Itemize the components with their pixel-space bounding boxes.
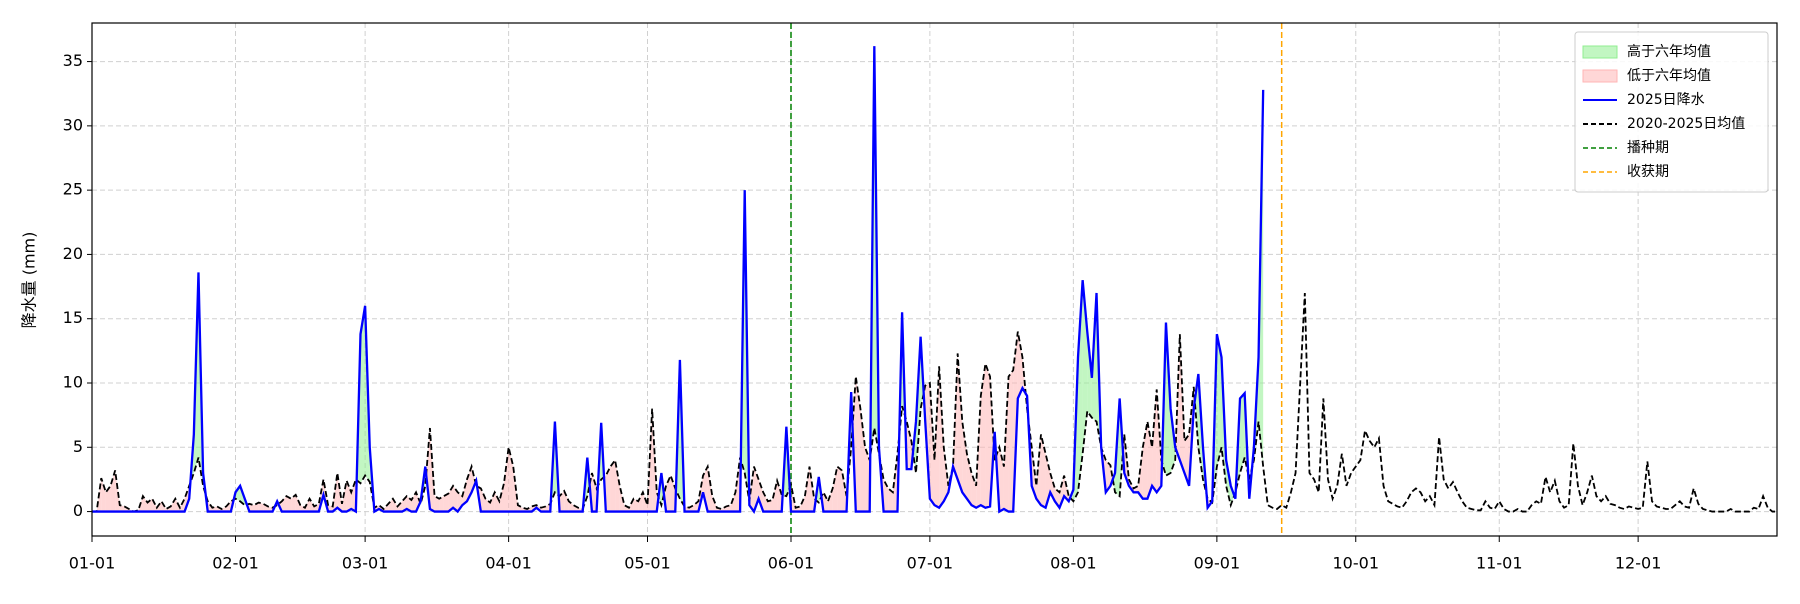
- fill-below: [481, 488, 486, 511]
- fill-areas: [97, 46, 1264, 511]
- y-tick-label: 10: [63, 373, 83, 392]
- fill-below: [388, 499, 393, 512]
- legend-label: 低于六年均值: [1627, 68, 1711, 84]
- fill-below: [509, 447, 514, 511]
- y-tick-label: 35: [63, 51, 83, 70]
- fill-below: [495, 492, 500, 511]
- y-tick-label: 30: [63, 115, 83, 134]
- x-tick-label: 08-01: [1050, 554, 1097, 573]
- fill-below: [101, 478, 106, 511]
- legend-swatch: [1583, 46, 1617, 58]
- legend-swatch: [1583, 70, 1617, 82]
- y-tick-label: 0: [73, 501, 83, 520]
- y-tick-label: 5: [73, 437, 83, 456]
- x-tick-label: 01-01: [69, 554, 116, 573]
- series-line: [92, 46, 1263, 511]
- x-tick-label: 11-01: [1476, 554, 1523, 573]
- x-tick-label: 03-01: [342, 554, 389, 573]
- y-tick-label: 20: [63, 244, 83, 263]
- legend-label: 2020-2025日均值: [1627, 116, 1745, 132]
- x-tick-label: 09-01: [1194, 554, 1241, 573]
- fill-below: [985, 364, 990, 508]
- x-tick-label: 05-01: [624, 554, 671, 573]
- fill-below: [615, 460, 620, 511]
- fill-below: [282, 496, 287, 511]
- legend-label: 高于六年均值: [1627, 43, 1711, 60]
- y-tick-label: 15: [63, 308, 83, 327]
- fill-below: [291, 495, 296, 512]
- legend-label: 播种期: [1627, 140, 1669, 156]
- fill-below: [647, 409, 652, 512]
- x-tick-label: 04-01: [485, 554, 532, 573]
- y-tick-label: 25: [63, 180, 83, 199]
- fill-below: [111, 470, 116, 511]
- fill-below: [1041, 434, 1046, 507]
- fill-below: [259, 503, 264, 512]
- x-tick-label: 06-01: [768, 554, 815, 573]
- x-tick-label: 07-01: [907, 554, 954, 573]
- x-tick-label: 10-01: [1333, 554, 1380, 573]
- legend-label: 2025日降水: [1627, 92, 1705, 108]
- fill-below: [1009, 370, 1014, 511]
- fill-below: [610, 460, 615, 511]
- legend-label: 收获期: [1627, 164, 1669, 180]
- x-tick-label: 12-01: [1615, 554, 1662, 573]
- fill-below: [837, 467, 842, 512]
- x-tick-label: 02-01: [212, 554, 259, 573]
- fill-below: [485, 499, 490, 512]
- y-axis-label: 降水量 (mm): [20, 232, 39, 329]
